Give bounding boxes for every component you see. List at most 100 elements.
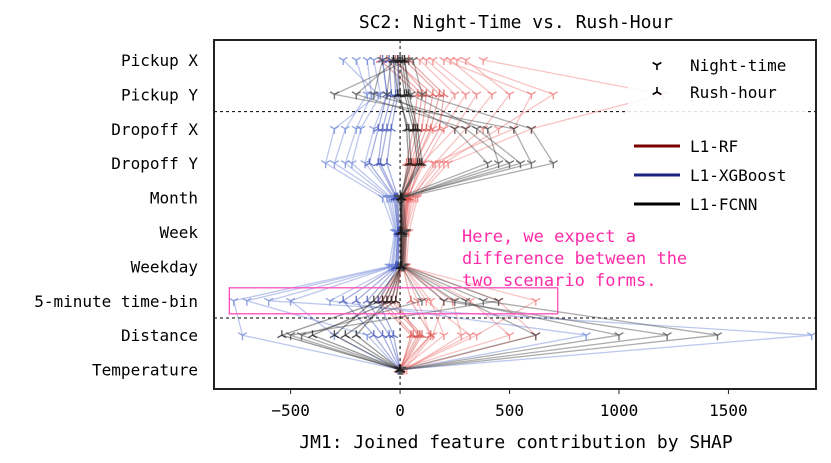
y-tick-label: Pickup Y xyxy=(121,85,198,104)
data-marker xyxy=(382,89,392,98)
legend-marker xyxy=(652,61,662,70)
data-marker xyxy=(338,295,348,304)
series-line xyxy=(233,59,401,371)
series-line xyxy=(355,59,421,371)
series-line xyxy=(395,59,441,370)
data-marker xyxy=(548,160,559,169)
data-marker xyxy=(397,55,407,64)
data-marker xyxy=(421,89,432,98)
series-line xyxy=(329,59,587,371)
data-marker xyxy=(439,89,449,98)
series-line xyxy=(386,59,427,370)
data-marker xyxy=(408,56,418,65)
data-marker xyxy=(415,158,425,167)
data-marker xyxy=(320,160,331,169)
data-marker xyxy=(478,297,488,306)
series-line xyxy=(333,59,719,371)
data-marker xyxy=(412,89,423,98)
data-marker xyxy=(264,297,274,306)
data-marker xyxy=(386,123,397,132)
data-marker xyxy=(377,55,388,64)
data-marker xyxy=(439,125,449,134)
series-line xyxy=(381,59,423,370)
data-marker xyxy=(493,125,504,134)
data-marker xyxy=(329,160,340,169)
data-marker xyxy=(388,330,399,339)
data-marker xyxy=(329,330,340,339)
series-line xyxy=(289,59,399,371)
data-marker xyxy=(285,332,296,341)
series-line xyxy=(401,59,456,371)
data-marker xyxy=(369,91,379,100)
series-line xyxy=(344,59,410,371)
series-line xyxy=(377,59,419,370)
data-marker xyxy=(450,125,460,134)
data-marker xyxy=(351,330,361,339)
y-tick-label: Weekday xyxy=(131,257,199,276)
data-marker xyxy=(340,330,351,339)
y-tick-label: Month xyxy=(150,189,198,208)
x-tick-label: −500 xyxy=(271,401,310,420)
series-line xyxy=(355,59,401,370)
legend-label: Rush-hour xyxy=(690,83,777,102)
data-marker xyxy=(369,330,379,339)
y-tick-label: Week xyxy=(159,223,198,242)
series-line xyxy=(342,59,401,370)
data-marker xyxy=(325,297,335,306)
data-marker xyxy=(404,158,414,167)
legend: Night-time Rush-hour L1-RF L1-XGBoost L1-FCN… xyxy=(628,46,808,226)
data-marker xyxy=(461,56,471,65)
series-line xyxy=(402,59,537,371)
data-marker xyxy=(340,160,351,169)
data-marker xyxy=(461,125,471,134)
data-marker xyxy=(461,91,471,100)
y-tick-label: Pickup X xyxy=(121,51,198,70)
data-marker xyxy=(531,332,541,341)
data-marker xyxy=(428,160,438,169)
data-marker xyxy=(482,160,493,169)
series-line xyxy=(403,59,664,371)
data-marker xyxy=(450,297,460,306)
data-marker xyxy=(712,332,723,341)
annotation-text-line: difference between the xyxy=(462,249,687,269)
y-tick-label: Dropoff X xyxy=(111,120,198,139)
data-marker xyxy=(329,91,340,100)
data-marker xyxy=(417,297,427,306)
data-marker xyxy=(362,332,372,341)
data-marker xyxy=(439,56,449,65)
data-marker xyxy=(471,332,482,341)
data-marker xyxy=(364,158,375,167)
series-line xyxy=(246,59,400,371)
data-marker xyxy=(493,160,504,169)
series-line xyxy=(300,59,511,371)
annotation-highlight-box xyxy=(228,287,559,315)
data-marker xyxy=(471,91,482,100)
plot-layer xyxy=(214,40,817,389)
data-marker xyxy=(504,332,515,341)
series-line xyxy=(373,59,620,371)
series-line xyxy=(366,59,402,370)
series-line xyxy=(333,59,423,371)
data-marker xyxy=(478,56,488,65)
data-marker xyxy=(443,160,453,169)
annotation-text-line: Here, we expect a xyxy=(462,227,636,247)
data-marker xyxy=(410,123,421,132)
data-marker xyxy=(426,332,436,341)
x-tick-label: 1000 xyxy=(600,401,639,420)
data-marker xyxy=(515,160,526,169)
data-marker xyxy=(426,123,436,132)
legend-marker xyxy=(652,87,662,96)
data-marker xyxy=(461,297,471,306)
series-line xyxy=(268,59,813,371)
data-marker xyxy=(504,160,515,169)
data-marker xyxy=(452,56,462,65)
legend-label: Night-time xyxy=(690,56,786,75)
data-marker xyxy=(277,330,287,339)
data-marker xyxy=(395,364,405,373)
data-marker xyxy=(434,123,445,132)
data-marker xyxy=(526,125,537,134)
series-line xyxy=(400,59,467,371)
